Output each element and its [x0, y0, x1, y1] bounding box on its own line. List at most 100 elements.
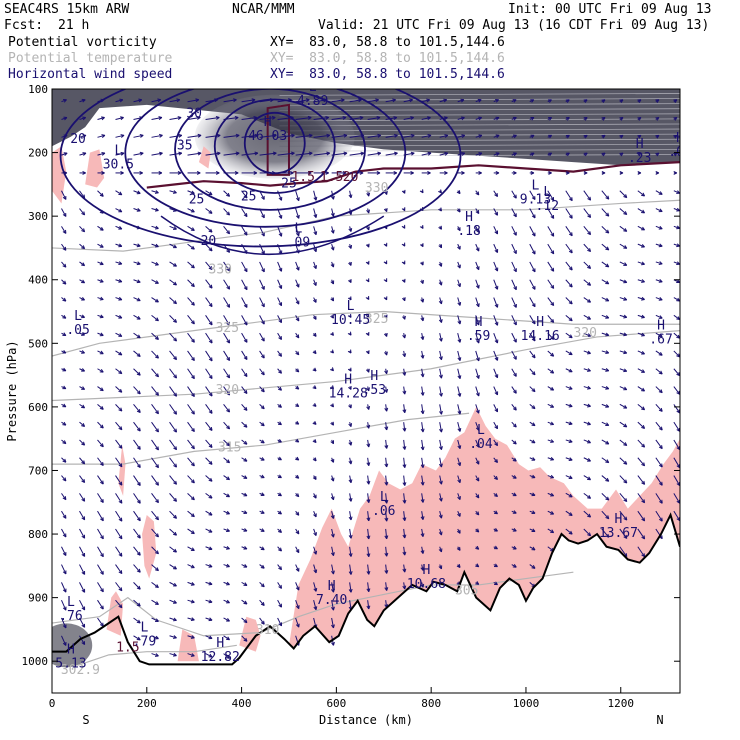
- wind-arrowhead: [641, 261, 645, 266]
- wind-arrow: [673, 439, 680, 450]
- wind-arrowhead: [173, 318, 178, 323]
- wind-arrow: [547, 315, 555, 323]
- wind-arrowhead: [402, 409, 407, 414]
- wind-arrowhead: [419, 224, 424, 229]
- wind-arrow: [61, 243, 67, 251]
- wind-arrow: [223, 261, 230, 272]
- wind-arrowhead: [100, 588, 104, 593]
- wind-arrow: [385, 117, 397, 121]
- wind-arrowhead: [63, 170, 68, 175]
- wind-arrow: [205, 350, 213, 362]
- wind-arrowhead: [272, 133, 277, 138]
- wind-arrowhead: [99, 192, 104, 197]
- wind-arrowhead: [409, 98, 413, 103]
- wind-arrowhead: [342, 115, 347, 120]
- wind-arrow: [583, 332, 591, 337]
- pv-blob: [106, 591, 124, 636]
- wind-arrowhead: [243, 268, 248, 273]
- wind-arrow: [115, 439, 123, 449]
- wind-arrow: [457, 315, 461, 325]
- wind-arrow: [61, 528, 67, 538]
- wind-arrowhead: [190, 301, 195, 306]
- wind-arrow: [601, 403, 609, 408]
- wind-arrow: [259, 599, 265, 606]
- wind-arrowhead: [208, 581, 213, 586]
- wind-arrowhead: [513, 268, 517, 273]
- wind-arrowhead: [568, 283, 573, 288]
- extremum-letter: L: [380, 490, 388, 505]
- wind-arrowhead: [438, 337, 443, 342]
- wind-arrowhead: [342, 170, 347, 175]
- wind-arrow: [133, 582, 141, 590]
- wind-arrowhead: [359, 170, 364, 175]
- theta-contour-label: 325: [365, 312, 388, 327]
- wind-arrowhead: [623, 332, 628, 337]
- wind-arrow: [421, 528, 424, 537]
- wind-arrowhead: [512, 423, 517, 428]
- wind-arrowhead: [313, 513, 317, 518]
- wind-arrowhead: [384, 445, 389, 449]
- wind-arrowhead: [478, 170, 482, 175]
- wind-arrow: [547, 279, 555, 289]
- wind-arrow: [457, 386, 461, 397]
- wind-arrowhead: [658, 225, 663, 230]
- wind-arrowhead: [512, 99, 517, 103]
- wind-arrowhead: [325, 115, 330, 120]
- wind-arrow: [151, 493, 159, 503]
- extremum-value: 46.03: [248, 129, 287, 144]
- wind-arrowhead: [623, 314, 628, 319]
- wind-arrow: [655, 421, 663, 431]
- wind-arrowhead: [420, 583, 425, 588]
- wind-arrow: [493, 208, 498, 216]
- wind-arrowhead: [366, 387, 370, 392]
- wind-arrow: [601, 243, 610, 251]
- wind-arrowhead: [190, 547, 195, 552]
- wind-arrowhead: [494, 321, 499, 326]
- extremum-letter: H: [465, 210, 473, 225]
- wind-arrowhead: [243, 338, 248, 343]
- wind-arrowhead: [190, 496, 195, 501]
- wind-arrow: [331, 582, 334, 593]
- wind-arrow: [169, 421, 177, 433]
- wind-arrowhead: [312, 332, 317, 337]
- wind-arrowhead: [420, 336, 425, 340]
- wind-arrowhead: [172, 617, 177, 622]
- wind-arrowhead: [494, 285, 499, 290]
- wind-arrowhead: [587, 368, 591, 372]
- wind-arrowhead: [605, 332, 610, 337]
- wind-arrowhead: [307, 115, 312, 120]
- wind-arrowhead: [658, 261, 663, 265]
- extremum-letter: H: [423, 563, 431, 578]
- wind-arrowhead: [494, 211, 499, 216]
- wind-arrowhead: [136, 208, 141, 212]
- wind-arrow: [547, 261, 555, 272]
- wind-arrow: [97, 475, 104, 485]
- wind-arrowhead: [173, 300, 177, 305]
- wind-arrowhead: [493, 510, 498, 515]
- wind-arrow: [601, 279, 610, 285]
- wind-arrow: [313, 582, 317, 592]
- wind-arrowhead: [100, 98, 105, 103]
- wind-arrow: [241, 297, 248, 308]
- wind-arrowhead: [460, 98, 465, 103]
- wind-arrow: [241, 134, 258, 138]
- y-tick-label: 900: [28, 592, 48, 605]
- wind-arrowhead: [531, 388, 536, 393]
- wind-arrowhead: [427, 134, 432, 138]
- wind-arrowhead: [605, 515, 610, 520]
- extremum-value: .79: [133, 634, 156, 649]
- wind-arrowhead: [402, 390, 407, 395]
- wind-arrow: [655, 457, 663, 468]
- wind-arrowhead: [278, 547, 282, 552]
- wind-arrowhead: [513, 231, 517, 236]
- wind-arrowhead: [62, 588, 67, 593]
- wind-arrow: [547, 297, 555, 306]
- wind-arrow: [259, 350, 265, 359]
- wind-arrow: [151, 261, 159, 266]
- wind-arrowhead: [494, 442, 499, 447]
- wind-arrow: [79, 190, 86, 199]
- wind-contour-label: 25: [189, 192, 205, 207]
- wind-arrow: [133, 297, 141, 302]
- wind-arrowhead: [278, 336, 283, 340]
- wind-arrowhead: [359, 115, 364, 120]
